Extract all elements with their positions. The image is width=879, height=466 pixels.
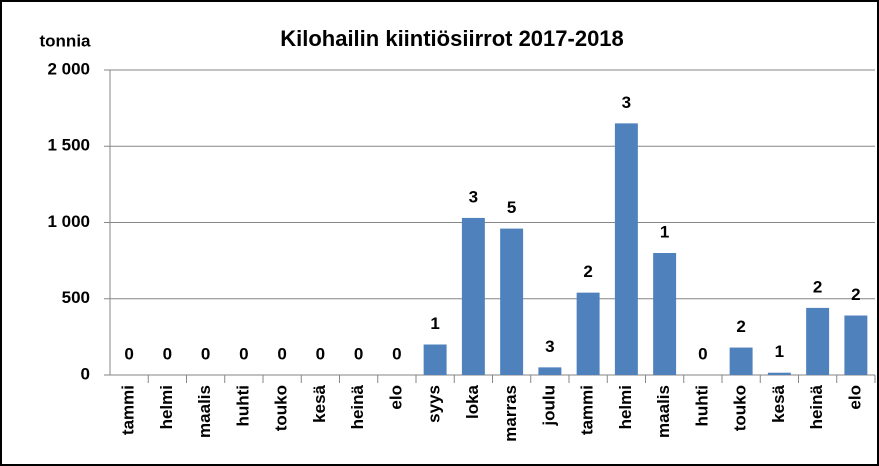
data-label: 2 [736, 317, 745, 336]
x-tick-label: heinä [348, 384, 367, 429]
x-tick-label: huhti [233, 385, 252, 427]
bar [461, 217, 485, 375]
data-label: 2 [583, 262, 592, 281]
data-label: 0 [354, 344, 363, 363]
data-label: 3 [545, 337, 554, 356]
x-tick-label: touko [731, 385, 750, 431]
data-label: 3 [622, 93, 631, 112]
bar [500, 228, 524, 375]
bar [844, 315, 868, 375]
x-tick-label: maalis [195, 385, 214, 438]
data-label: 3 [469, 187, 478, 206]
y-tick-label: 2 000 [47, 59, 90, 78]
x-tick-label: maalis [654, 385, 673, 438]
y-tick-label: 500 [62, 288, 90, 307]
bar [806, 307, 830, 375]
bar [729, 347, 753, 375]
chart-title: Kilohailin kiintiösiirrot 2017-2018 [280, 26, 624, 51]
bar [538, 367, 562, 375]
x-tick-label: joulu [539, 385, 558, 427]
data-label: 0 [201, 344, 210, 363]
x-tick-label: huhti [692, 385, 711, 427]
bar [767, 372, 791, 375]
x-tick-label: elo [845, 385, 864, 410]
y-tick-label: 1 000 [47, 212, 90, 231]
x-tick-label: elo [386, 385, 405, 410]
data-label: 2 [851, 285, 860, 304]
x-tick-label: tammi [578, 385, 597, 435]
data-label: 1 [660, 222, 669, 241]
y-tick-label: 1 500 [47, 136, 90, 155]
x-tick-label: tammi [119, 385, 138, 435]
x-tick-label: syys [425, 385, 444, 423]
data-label: 0 [239, 344, 248, 363]
data-label: 0 [392, 344, 401, 363]
x-tick-label: touko [272, 385, 291, 431]
data-label: 0 [124, 344, 133, 363]
data-label: 1 [775, 342, 784, 361]
x-tick-label: helmi [616, 385, 635, 429]
x-tick-label: loka [463, 384, 482, 419]
x-tick-label: kesä [310, 384, 329, 422]
bar [423, 344, 447, 375]
x-tick-label: kesä [769, 384, 788, 422]
bar [576, 292, 600, 375]
y-tick-label: 0 [81, 364, 90, 383]
x-tick-label: marras [501, 385, 520, 442]
data-label: 0 [316, 344, 325, 363]
data-label: 0 [698, 344, 707, 363]
y-axis-label: tonnia [40, 31, 92, 50]
data-label: 0 [277, 344, 286, 363]
bar [653, 253, 677, 375]
bar [614, 123, 638, 375]
x-tick-label: heinä [807, 384, 826, 429]
data-label: 1 [430, 314, 439, 333]
data-label: 5 [507, 198, 516, 217]
x-tick-label: helmi [157, 385, 176, 429]
data-label: 0 [163, 344, 172, 363]
data-label: 2 [813, 277, 822, 296]
